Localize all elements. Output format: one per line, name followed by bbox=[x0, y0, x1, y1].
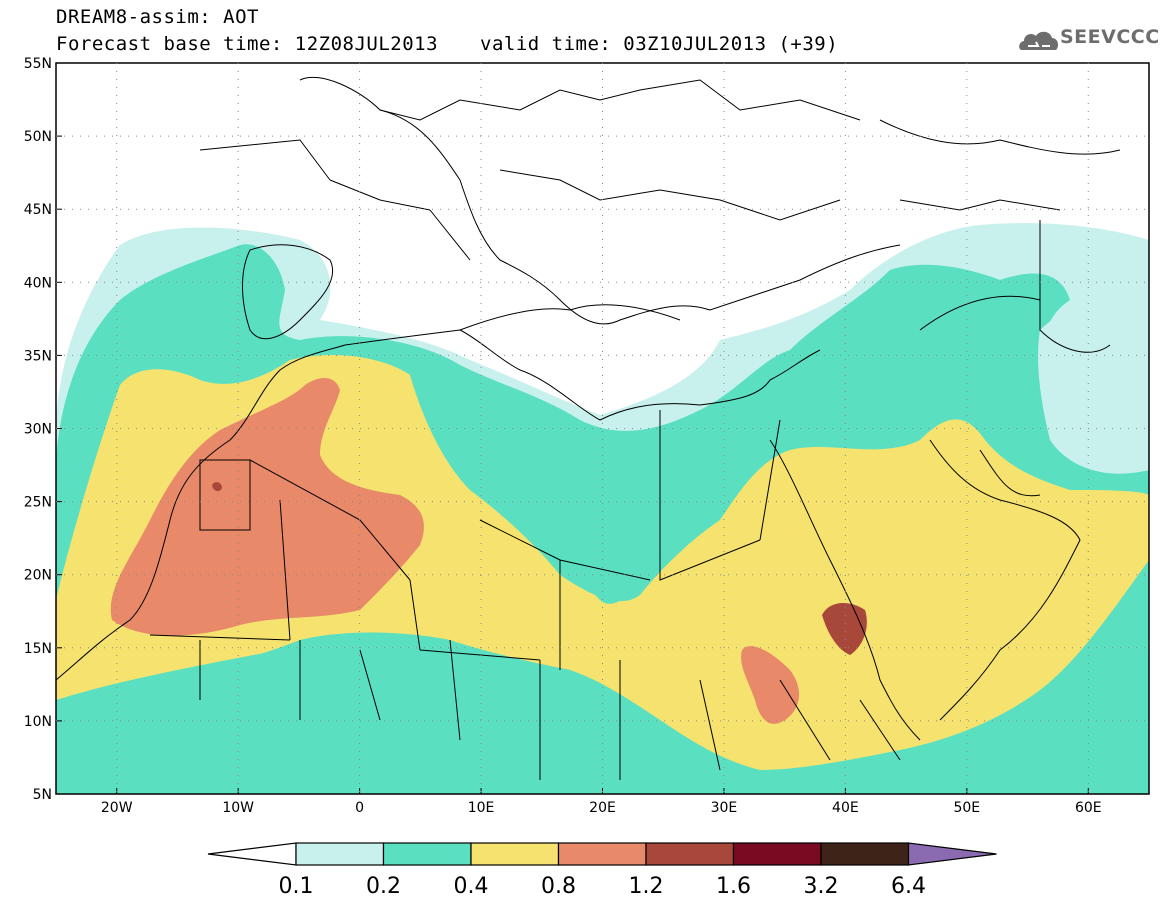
aot-band-1.2-small bbox=[212, 482, 222, 492]
colorbar-label: 3.2 bbox=[804, 874, 839, 899]
logo-text: SEEVCCC bbox=[1060, 26, 1160, 48]
colorbar-swatch bbox=[557, 842, 647, 866]
coastlines bbox=[56, 76, 1121, 780]
lon-label: 0 bbox=[355, 800, 364, 816]
lon-label: 10W bbox=[222, 800, 254, 816]
colorbar: 0.1 0.2 0.4 0.8 1.2 1.6 3.2 6.4 bbox=[207, 842, 997, 899]
aot-band-0.8 bbox=[110, 378, 424, 636]
lon-axis: 20W 10W 0 10E 20E 30E 40E 50E 60E bbox=[101, 788, 1102, 816]
aot-band-0.1-patch bbox=[1038, 309, 1149, 474]
colorbar-swatch bbox=[382, 842, 472, 866]
colorbar-label: 0.2 bbox=[366, 874, 401, 899]
lon-label: 10E bbox=[468, 800, 495, 816]
colorbar-label: 0.8 bbox=[541, 874, 576, 899]
lat-label: 55N bbox=[24, 56, 52, 72]
colorbar-swatch bbox=[820, 842, 910, 866]
colorbar-swatch bbox=[732, 842, 822, 866]
colorbar-label: 1.2 bbox=[629, 874, 664, 899]
lon-label: 20E bbox=[589, 800, 616, 816]
valid-time: valid time: 03Z10JUL2013 (+39) bbox=[480, 33, 839, 55]
lat-label: 20N bbox=[24, 568, 52, 584]
lat-label: 10N bbox=[24, 714, 52, 730]
aot-band-1.2 bbox=[822, 603, 867, 655]
lon-label: 20W bbox=[101, 800, 133, 816]
lat-label: 40N bbox=[24, 275, 52, 291]
lat-label: 15N bbox=[24, 641, 52, 657]
lon-label: 40E bbox=[832, 800, 859, 816]
colorbar-swatch bbox=[645, 842, 735, 866]
colorbar-swatch bbox=[470, 842, 560, 866]
lat-label: 30N bbox=[24, 422, 52, 438]
cloud-icon bbox=[1019, 31, 1059, 50]
lon-label: 30E bbox=[711, 800, 738, 816]
lat-label: 45N bbox=[24, 202, 52, 218]
lon-label: 50E bbox=[953, 800, 980, 816]
lat-label: 25N bbox=[24, 495, 52, 511]
colorbar-label: 1.6 bbox=[716, 874, 751, 899]
colorbar-under-arrow bbox=[207, 842, 297, 866]
colorbar-label: 0.1 bbox=[279, 874, 314, 899]
map-title: DREAM8-assim: AOT bbox=[56, 6, 259, 28]
lat-label: 50N bbox=[24, 129, 52, 145]
aot-fields bbox=[56, 76, 1149, 794]
lat-label: 35N bbox=[24, 348, 52, 364]
lat-label: 5N bbox=[33, 787, 52, 803]
colorbar-label: 6.4 bbox=[891, 874, 926, 899]
aot-band-0.8-east bbox=[741, 646, 800, 724]
aot-band-0.2-inner bbox=[470, 409, 700, 604]
colorbar-label: 0.4 bbox=[454, 874, 489, 899]
colorbar-over-arrow bbox=[907, 842, 997, 866]
forecast-base-time: Forecast base time: 12Z08JUL2013 bbox=[56, 33, 439, 55]
lat-axis: 55N 50N 45N 40N 35N 30N 25N 20N 15N 10N 5N bbox=[24, 56, 62, 803]
colorbar-swatch bbox=[295, 842, 385, 866]
lon-label: 60E bbox=[1075, 800, 1102, 816]
